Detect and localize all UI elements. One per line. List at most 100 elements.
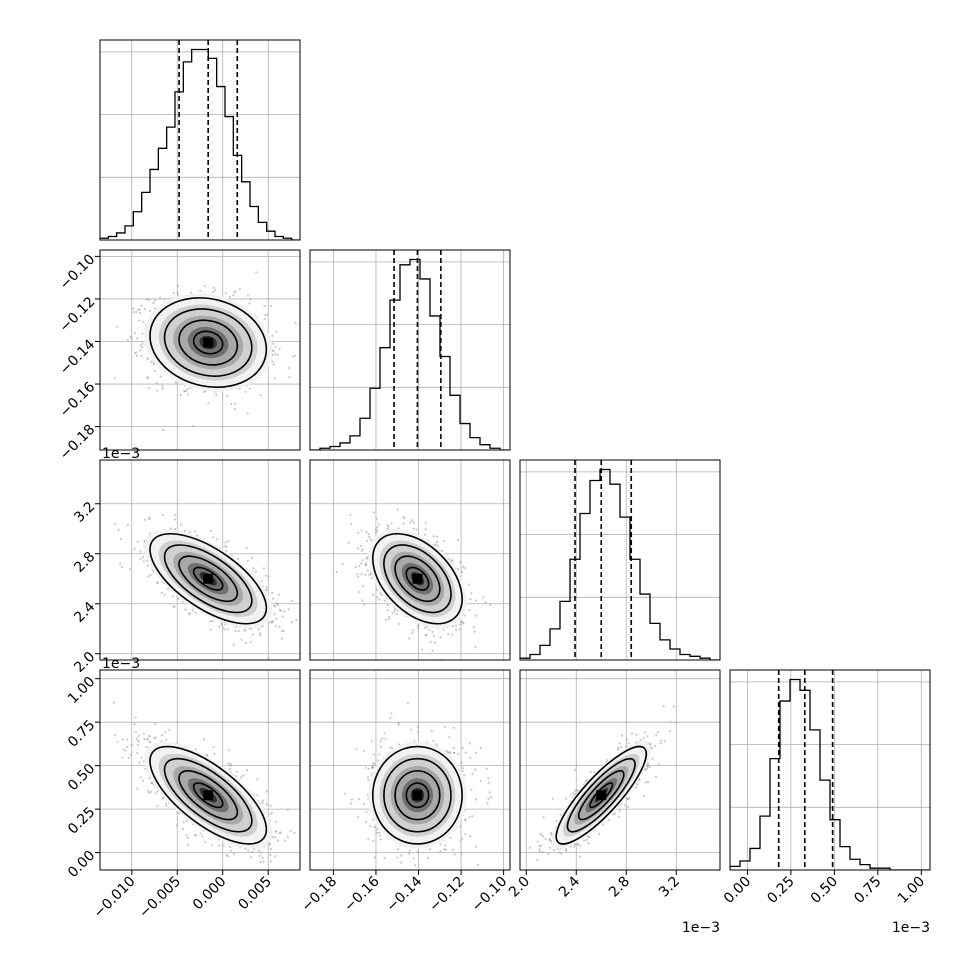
- scatter-point: [294, 322, 297, 325]
- scatter-point: [468, 608, 471, 612]
- scatter-point: [263, 318, 266, 321]
- scatter-point: [154, 722, 157, 725]
- scatter-point: [361, 548, 365, 551]
- scatter-point: [129, 568, 132, 571]
- scatter-point: [461, 621, 464, 624]
- scatter-point: [369, 573, 372, 576]
- scatter-point: [278, 608, 281, 612]
- scatter-point: [141, 342, 144, 345]
- scatter-point: [212, 290, 215, 294]
- scatter-point: [174, 381, 177, 384]
- scatter-point: [140, 304, 143, 307]
- scatter-point: [121, 738, 125, 741]
- scatter-point: [365, 561, 368, 565]
- scatter-point: [252, 567, 255, 570]
- scatter-point: [423, 626, 427, 629]
- scatter-point: [172, 605, 175, 608]
- scatter-point: [473, 630, 476, 633]
- scatter-point: [484, 601, 487, 604]
- scatter-point: [213, 752, 216, 755]
- scatter-point: [133, 547, 136, 550]
- scatter-point: [259, 393, 262, 397]
- scatter-point: [126, 338, 129, 341]
- scatter-point: [162, 428, 165, 432]
- scatter-point: [474, 645, 477, 649]
- scatter-point: [188, 531, 191, 534]
- scatter-point: [409, 521, 412, 524]
- histogram-step: [520, 468, 720, 660]
- scatter-point: [280, 629, 284, 633]
- panel-frame: [519, 459, 721, 661]
- scatter-point: [489, 603, 492, 606]
- scatter-point: [271, 354, 274, 357]
- scatter-point: [417, 624, 420, 627]
- scatter-point: [275, 617, 278, 620]
- scatter-point: [136, 540, 139, 543]
- scatter-point: [171, 595, 174, 598]
- scatter-point: [249, 641, 252, 644]
- scatter-point: [367, 533, 370, 536]
- scatter-point: [163, 594, 166, 597]
- scatter-point: [265, 803, 268, 806]
- scatter-point: [456, 567, 459, 571]
- scatter-point: [133, 723, 136, 726]
- scatter-point: [113, 522, 116, 525]
- scatter-point: [269, 304, 273, 308]
- scatter-point: [187, 393, 190, 396]
- scatter-point: [234, 290, 237, 293]
- scatter-point: [360, 573, 363, 576]
- scatter-point: [369, 538, 372, 541]
- scatter-panel-2-1: [309, 459, 511, 661]
- scatter-point: [150, 790, 153, 794]
- scatter-point: [358, 564, 361, 568]
- scatter-point: [142, 560, 145, 563]
- scatter-point: [240, 638, 243, 641]
- scatter-point: [265, 586, 268, 589]
- scatter-point: [181, 600, 184, 603]
- scatter-point: [133, 332, 137, 335]
- scatter-point: [272, 620, 275, 623]
- scatter-point: [482, 596, 485, 599]
- scatter-point: [451, 633, 454, 636]
- scatter-point: [231, 294, 235, 297]
- scatter-point: [376, 596, 379, 599]
- scatter-point: [251, 633, 254, 636]
- scatter-point: [224, 628, 227, 631]
- scatter-point: [428, 628, 431, 631]
- scatter-point: [227, 628, 230, 631]
- scatter-point: [408, 637, 411, 640]
- scatter-point: [384, 618, 387, 622]
- scatter-point: [415, 528, 418, 531]
- scatter-point: [148, 517, 151, 521]
- scatter-point: [130, 337, 133, 340]
- scatter-point: [143, 307, 146, 311]
- scatter-point: [366, 556, 369, 559]
- scatter-point: [234, 402, 237, 405]
- scatter-point: [147, 575, 150, 578]
- scatter-point: [261, 856, 264, 859]
- scatter-point: [442, 539, 445, 543]
- contour-line: [383, 544, 452, 614]
- scatter-point: [288, 375, 291, 379]
- scatter-point: [397, 527, 400, 530]
- scatter-point: [411, 629, 415, 632]
- scatter-point: [356, 573, 359, 576]
- scatter-point: [215, 393, 218, 396]
- scatter-point: [425, 633, 428, 637]
- scatter-point: [211, 619, 214, 623]
- scatter-point: [173, 527, 177, 531]
- scatter-point: [159, 375, 162, 378]
- scatter-point: [152, 301, 155, 304]
- scatter-point: [139, 776, 142, 779]
- scatter-point: [237, 629, 240, 633]
- contour-line: [192, 566, 224, 591]
- scatter-point: [135, 354, 138, 357]
- scatter-point: [180, 523, 183, 526]
- scatter-point: [442, 628, 445, 631]
- y-tick-label: −0.18: [57, 422, 99, 464]
- scatter-point: [244, 390, 247, 393]
- scatter-point: [141, 555, 145, 559]
- scatter-point: [113, 377, 116, 380]
- scatter-point: [116, 325, 119, 328]
- scatter-point: [246, 769, 249, 772]
